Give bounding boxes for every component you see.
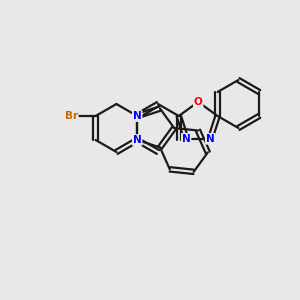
Text: N: N <box>133 135 142 145</box>
Text: N: N <box>206 134 214 144</box>
Text: N: N <box>182 134 190 144</box>
Text: O: O <box>194 97 203 107</box>
Text: Br: Br <box>65 111 78 121</box>
Text: N: N <box>133 111 142 121</box>
